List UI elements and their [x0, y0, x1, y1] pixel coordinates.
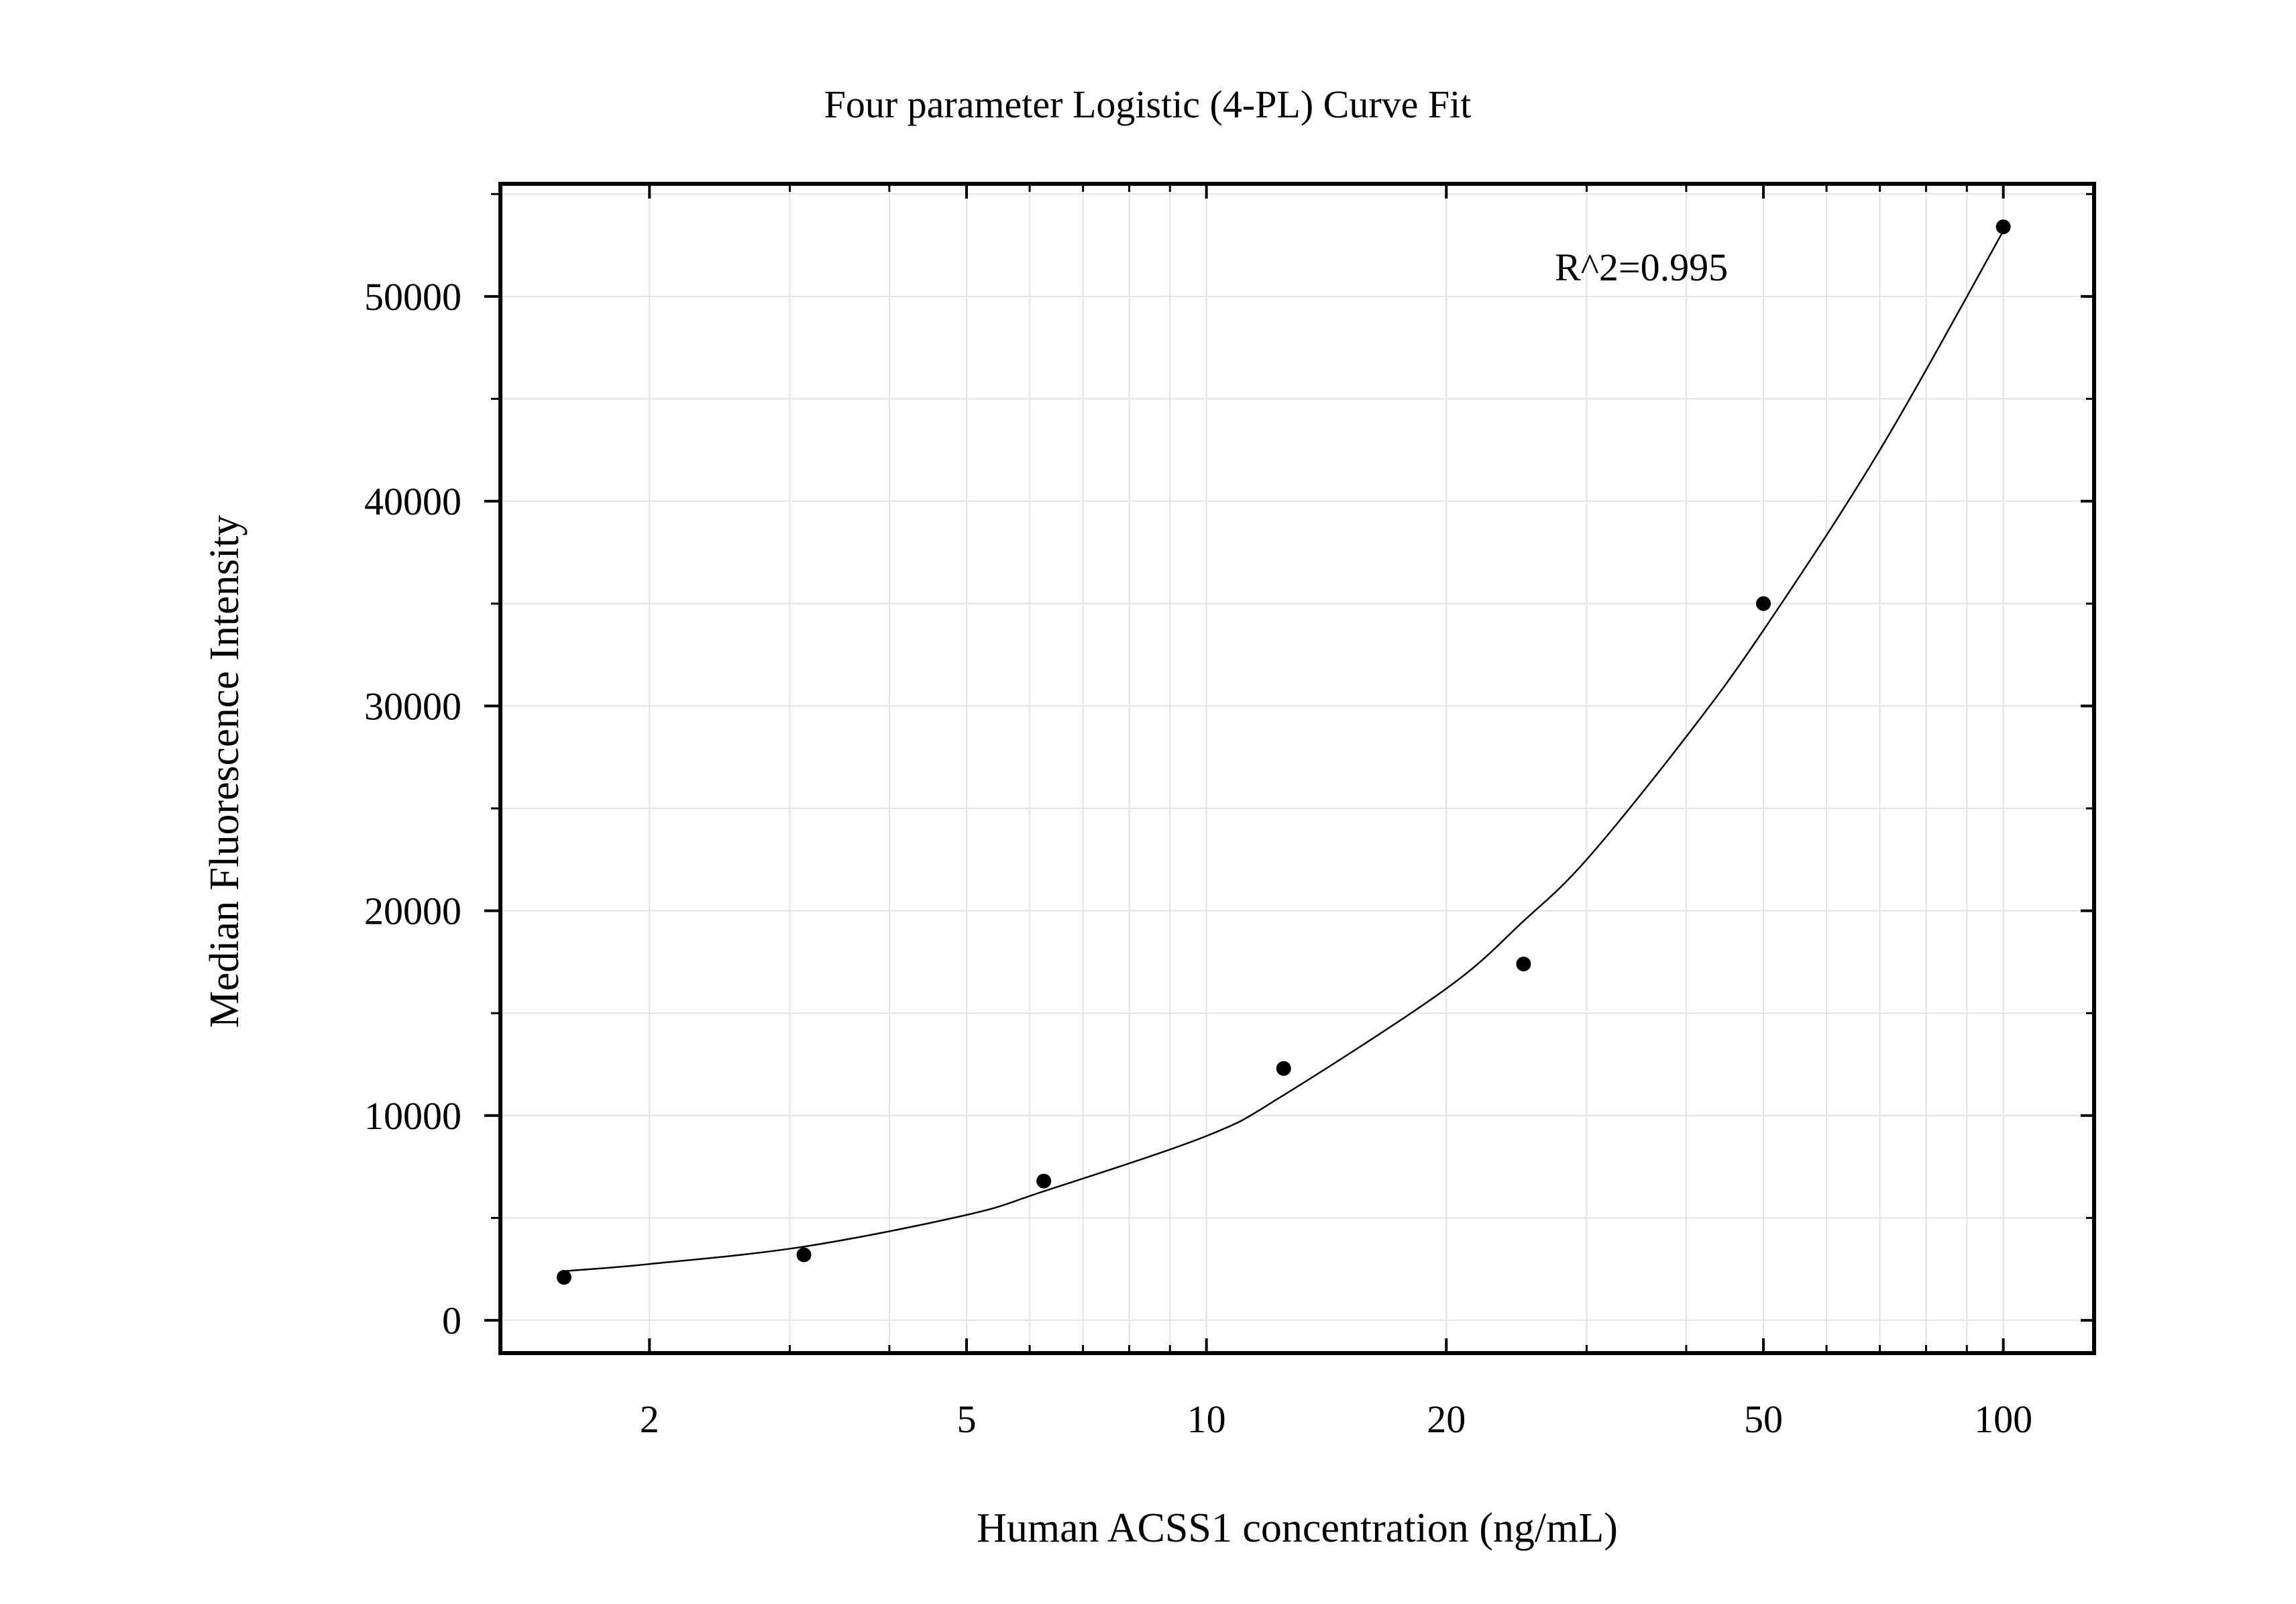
data-point	[1036, 1173, 1052, 1189]
data-point	[556, 1270, 571, 1285]
x-tick-label: 5	[957, 1397, 977, 1441]
r-squared-annotation: R^2=0.995	[1555, 246, 1728, 289]
y-tick-label: 30000	[364, 684, 461, 728]
data-points	[556, 219, 2011, 1285]
x-tick-labels: 2 5 10 20 50 100	[640, 1397, 2032, 1441]
data-point	[1996, 219, 2011, 235]
y-tick-label: 40000	[364, 480, 461, 523]
x-axis-label: Human ACSS1 concentration (ng/mL)	[977, 1505, 1618, 1551]
x-tick-label: 50	[1744, 1397, 1783, 1441]
x-tick-label: 20	[1427, 1397, 1466, 1441]
data-point	[1276, 1061, 1291, 1076]
x-tick-label: 2	[640, 1397, 659, 1441]
fit-curve-layer	[563, 230, 2004, 1273]
x-tick-label: 100	[1974, 1397, 2032, 1441]
x-tick-label: 10	[1187, 1397, 1226, 1441]
y-tick-label: 10000	[364, 1094, 461, 1138]
data-point	[796, 1247, 812, 1263]
plot-frame	[498, 182, 2096, 1355]
data-point	[1516, 957, 1531, 972]
chart-title: Four parameter Logistic (4-PL) Curve Fit	[824, 83, 1472, 126]
fit-curve	[563, 230, 2004, 1273]
data-point	[1756, 596, 1771, 611]
grid	[500, 184, 2094, 1353]
y-tick-labels: 0 10000 20000 30000 40000 50000	[364, 275, 461, 1342]
y-axis-label: Median Fluorescence Intensity	[202, 515, 248, 1028]
y-tick-label: 20000	[364, 890, 461, 933]
axis-ticks	[484, 184, 2094, 1353]
y-tick-label: 50000	[364, 275, 461, 319]
y-tick-label: 0	[442, 1299, 461, 1342]
